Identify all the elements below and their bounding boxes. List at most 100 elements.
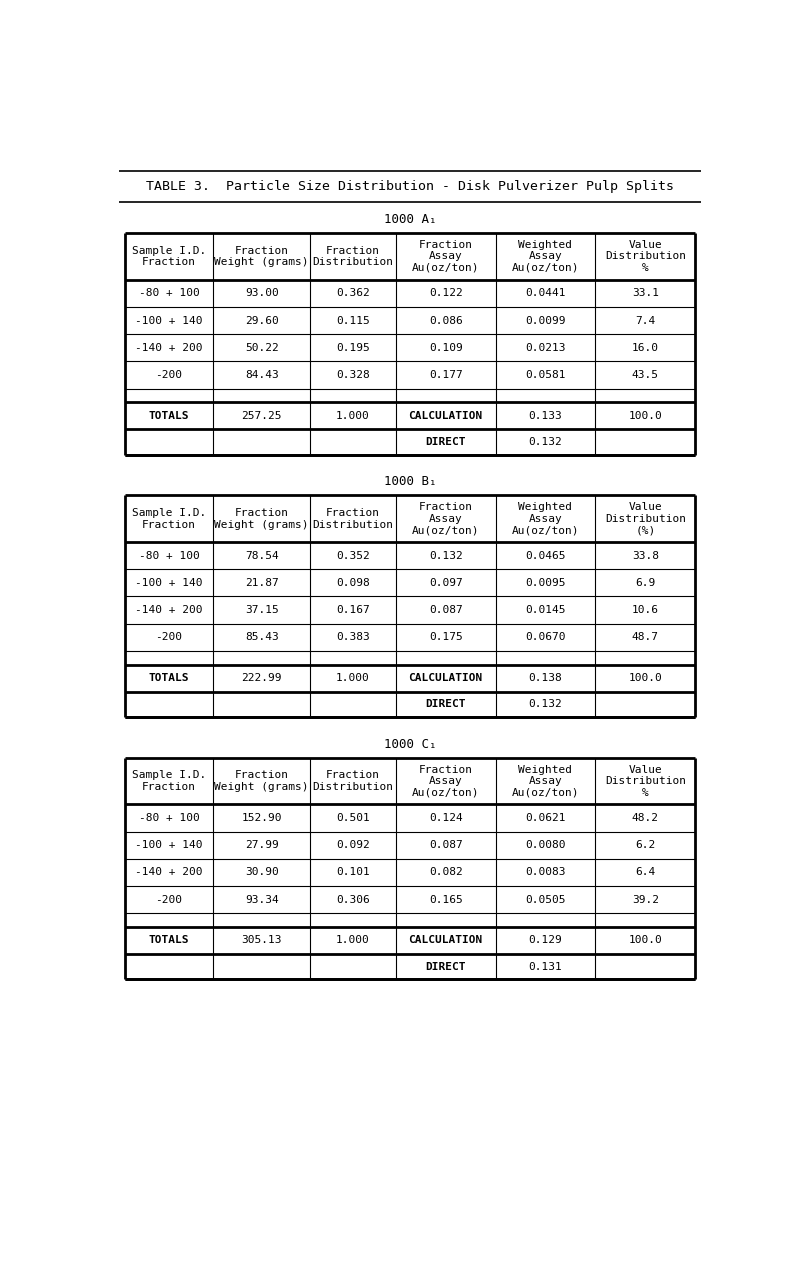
Text: 100.0: 100.0 [629, 410, 662, 420]
Text: DIRECT: DIRECT [426, 962, 466, 972]
Text: 0.124: 0.124 [429, 813, 462, 823]
Text: 1.000: 1.000 [336, 935, 370, 945]
Text: 0.129: 0.129 [529, 935, 562, 945]
Text: Fraction
Assay
Au(oz/ton): Fraction Assay Au(oz/ton) [412, 240, 479, 273]
Text: DIRECT: DIRECT [426, 437, 466, 447]
Text: 7.4: 7.4 [635, 316, 655, 326]
Text: 0.0213: 0.0213 [526, 343, 566, 353]
Text: 0.0080: 0.0080 [526, 840, 566, 851]
Text: Fraction
Assay
Au(oz/ton): Fraction Assay Au(oz/ton) [412, 502, 479, 535]
Text: 0.501: 0.501 [336, 813, 370, 823]
Text: TOTALS: TOTALS [149, 410, 190, 420]
Text: Sample I.D.
Fraction: Sample I.D. Fraction [132, 246, 206, 268]
Text: 0.0581: 0.0581 [526, 370, 566, 380]
Text: 0.0095: 0.0095 [526, 578, 566, 588]
Text: 93.00: 93.00 [245, 288, 278, 298]
Text: 0.0621: 0.0621 [526, 813, 566, 823]
Text: 37.15: 37.15 [245, 604, 278, 615]
Text: 0.115: 0.115 [336, 316, 370, 326]
Text: 0.352: 0.352 [336, 550, 370, 560]
Text: Value
Distribution
%: Value Distribution % [605, 240, 686, 273]
Text: 21.87: 21.87 [245, 578, 278, 588]
Text: 30.90: 30.90 [245, 867, 278, 877]
Text: 48.2: 48.2 [632, 813, 658, 823]
Text: -80 + 100: -80 + 100 [138, 288, 199, 298]
Text: -140 + 200: -140 + 200 [135, 343, 202, 353]
Text: 6.2: 6.2 [635, 840, 655, 851]
Text: 0.175: 0.175 [429, 632, 462, 642]
Text: 29.60: 29.60 [245, 316, 278, 326]
Text: 0.132: 0.132 [429, 550, 462, 560]
Text: 0.098: 0.098 [336, 578, 370, 588]
Text: CALCULATION: CALCULATION [409, 673, 482, 683]
Text: -80 + 100: -80 + 100 [138, 550, 199, 560]
Text: 1.000: 1.000 [336, 410, 370, 420]
Text: 0.0083: 0.0083 [526, 867, 566, 877]
Text: 0.0441: 0.0441 [526, 288, 566, 298]
Text: 1000 C₁: 1000 C₁ [384, 738, 436, 751]
Text: 0.362: 0.362 [336, 288, 370, 298]
Text: 39.2: 39.2 [632, 895, 658, 905]
Text: 33.1: 33.1 [632, 288, 658, 298]
Text: 6.4: 6.4 [635, 867, 655, 877]
Text: -140 + 200: -140 + 200 [135, 867, 202, 877]
Text: -200: -200 [155, 370, 182, 380]
Text: 0.138: 0.138 [529, 673, 562, 683]
Text: Value
Distribution
(%): Value Distribution (%) [605, 502, 686, 535]
Text: 0.167: 0.167 [336, 604, 370, 615]
Text: Sample I.D.
Fraction: Sample I.D. Fraction [132, 770, 206, 793]
Text: -100 + 140: -100 + 140 [135, 316, 202, 326]
Text: 1000 B₁: 1000 B₁ [384, 476, 436, 488]
Text: Weighted
Assay
Au(oz/ton): Weighted Assay Au(oz/ton) [512, 765, 579, 798]
Text: 100.0: 100.0 [629, 935, 662, 945]
Text: 0.122: 0.122 [429, 288, 462, 298]
Text: -100 + 140: -100 + 140 [135, 578, 202, 588]
Text: 0.109: 0.109 [429, 343, 462, 353]
Text: 84.43: 84.43 [245, 370, 278, 380]
Text: 0.132: 0.132 [529, 437, 562, 447]
Text: Fraction
Distribution: Fraction Distribution [313, 770, 394, 793]
Text: 50.22: 50.22 [245, 343, 278, 353]
Text: 0.132: 0.132 [529, 699, 562, 709]
Text: 0.131: 0.131 [529, 962, 562, 972]
Text: 10.6: 10.6 [632, 604, 658, 615]
Text: -140 + 200: -140 + 200 [135, 604, 202, 615]
Text: 0.0465: 0.0465 [526, 550, 566, 560]
Text: 0.195: 0.195 [336, 343, 370, 353]
Text: 0.0099: 0.0099 [526, 316, 566, 326]
Text: 0.087: 0.087 [429, 840, 462, 851]
Text: 1000 A₁: 1000 A₁ [384, 213, 436, 226]
Text: CALCULATION: CALCULATION [409, 935, 482, 945]
Text: 305.13: 305.13 [242, 935, 282, 945]
Text: 0.0505: 0.0505 [526, 895, 566, 905]
Text: Fraction
Assay
Au(oz/ton): Fraction Assay Au(oz/ton) [412, 765, 479, 798]
Text: 0.383: 0.383 [336, 632, 370, 642]
Text: 0.0670: 0.0670 [526, 632, 566, 642]
Text: Sample I.D.
Fraction: Sample I.D. Fraction [132, 509, 206, 530]
Text: 0.0145: 0.0145 [526, 604, 566, 615]
Text: 16.0: 16.0 [632, 343, 658, 353]
Text: 100.0: 100.0 [629, 673, 662, 683]
Text: Weighted
Assay
Au(oz/ton): Weighted Assay Au(oz/ton) [512, 502, 579, 535]
Text: 6.9: 6.9 [635, 578, 655, 588]
Text: 0.306: 0.306 [336, 895, 370, 905]
Text: 0.177: 0.177 [429, 370, 462, 380]
Text: 0.097: 0.097 [429, 578, 462, 588]
Text: 0.092: 0.092 [336, 840, 370, 851]
Text: 93.34: 93.34 [245, 895, 278, 905]
Text: 0.087: 0.087 [429, 604, 462, 615]
Text: 222.99: 222.99 [242, 673, 282, 683]
Text: -200: -200 [155, 895, 182, 905]
Text: 0.133: 0.133 [529, 410, 562, 420]
Text: Fraction
Distribution: Fraction Distribution [313, 509, 394, 530]
Text: -100 + 140: -100 + 140 [135, 840, 202, 851]
Text: -80 + 100: -80 + 100 [138, 813, 199, 823]
Text: 43.5: 43.5 [632, 370, 658, 380]
Text: 0.101: 0.101 [336, 867, 370, 877]
Text: Value
Distribution
%: Value Distribution % [605, 765, 686, 798]
Text: 85.43: 85.43 [245, 632, 278, 642]
Text: -200: -200 [155, 632, 182, 642]
Text: 1.000: 1.000 [336, 673, 370, 683]
Text: 0.165: 0.165 [429, 895, 462, 905]
Text: 152.90: 152.90 [242, 813, 282, 823]
